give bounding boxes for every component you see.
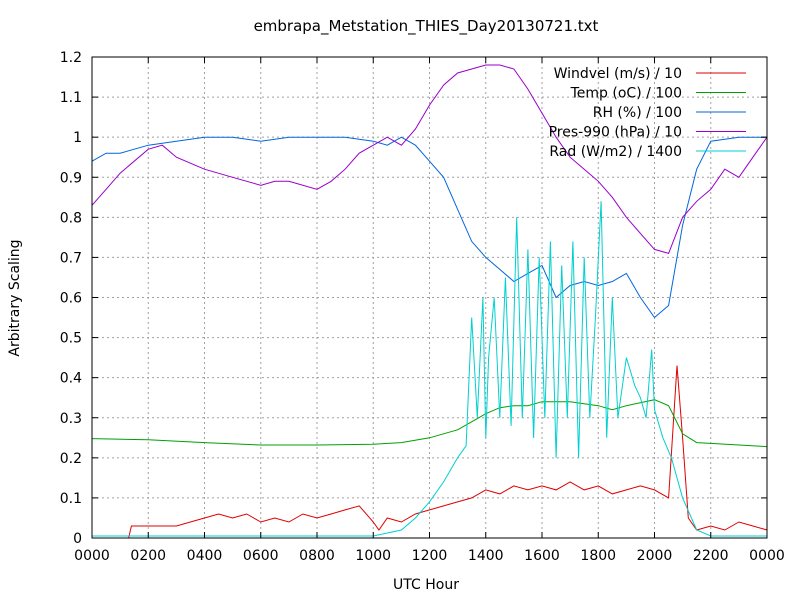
y-axis-label: Arbitrary Scaling [7, 239, 23, 356]
series-layer [91, 64, 768, 539]
y-tick-label: 0.9 [60, 170, 82, 186]
y-tick-label: 0.1 [60, 491, 82, 507]
x-tick-label: 1200 [412, 548, 448, 564]
y-tick-label: 0.5 [60, 331, 82, 347]
y-tick-label: 0 [73, 531, 82, 547]
x-tick-label: 0400 [187, 548, 223, 564]
x-tick-label: 1400 [468, 548, 504, 564]
legend-label: RH (%) / 100 [593, 105, 682, 121]
legend-label: Pres-990 (hPa) / 10 [549, 125, 682, 141]
y-tick-label: 0.7 [60, 250, 82, 266]
x-tick-label: 1600 [524, 548, 560, 564]
x-tick-label: 0000 [74, 548, 110, 564]
x-axis-label: UTC Hour [393, 577, 459, 593]
y-tick-label: 0.4 [60, 371, 82, 387]
y-tick-label: 1 [73, 130, 82, 146]
series-line-5 [92, 201, 767, 537]
y-tick-label: 1.2 [60, 50, 82, 66]
y-tick-label: 0.8 [60, 210, 82, 226]
x-tick-label: 0800 [299, 548, 335, 564]
y-tick-label: 1.1 [60, 90, 82, 106]
tick-layer: 0 0.1 0.2 0.3 0.4 0.5 0.6 0.7 0.8 0.9 1 1.1 1.2 0000 0… [60, 50, 785, 564]
legend-label: Rad (W/m2) / 1400 [549, 144, 682, 160]
legend: Windvel (m/s) / 10 Temp (oC) / 100 RH (%) … [549, 66, 746, 160]
x-tick-label: 0200 [130, 548, 166, 564]
x-tick-label: 1000 [355, 548, 391, 564]
x-tick-label: 2200 [693, 548, 729, 564]
series-line-1 [92, 365, 768, 539]
x-tick-label: 2000 [637, 548, 673, 564]
legend-label: Windvel (m/s) / 10 [554, 66, 682, 82]
series-line-2 [91, 399, 768, 448]
y-tick-label: 0.2 [60, 451, 82, 467]
y-tick-label: 0.6 [60, 291, 82, 307]
legend-label: Temp (oC) / 100 [570, 86, 682, 102]
x-tick-label: 0000 [749, 548, 785, 564]
series-line-3 [91, 136, 767, 319]
series-line-4 [91, 64, 768, 255]
chart-title: embrapa_Metstation_THIES_Day20130721.txt [254, 17, 599, 36]
x-tick-label: 1800 [580, 548, 616, 564]
y-tick-label: 0.3 [60, 411, 82, 427]
x-tick-label: 0600 [243, 548, 279, 564]
